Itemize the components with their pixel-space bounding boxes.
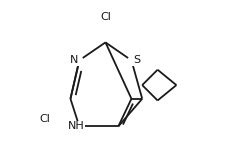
Text: NH: NH: [67, 122, 84, 131]
Text: N: N: [70, 55, 78, 65]
Text: Cl: Cl: [100, 12, 111, 22]
Text: Cl: Cl: [39, 114, 50, 124]
Text: S: S: [133, 55, 140, 65]
